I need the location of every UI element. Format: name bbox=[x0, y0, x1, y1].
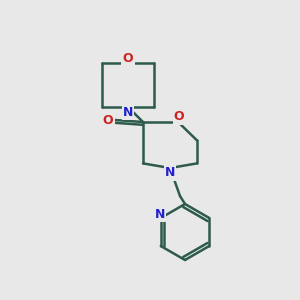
Text: N: N bbox=[165, 167, 175, 179]
Text: N: N bbox=[154, 208, 165, 220]
Text: O: O bbox=[174, 110, 184, 124]
Text: O: O bbox=[103, 113, 113, 127]
Text: N: N bbox=[123, 106, 133, 118]
Text: O: O bbox=[123, 52, 133, 64]
